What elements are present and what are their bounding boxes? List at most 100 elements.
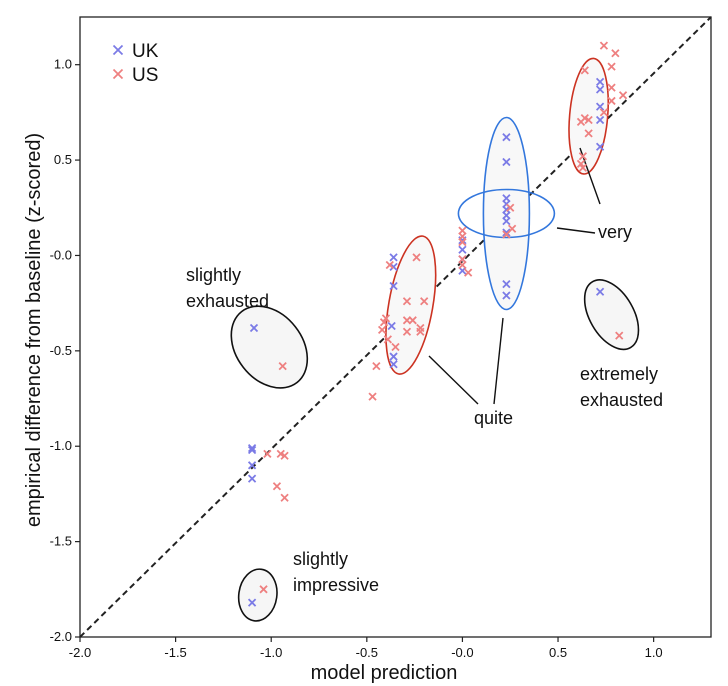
ellipse-slightly-exhausted [230,305,309,389]
data-point-uk [595,287,605,296]
data-point-us [259,585,268,594]
data-point-us [584,115,593,125]
ellipse-slightly-impressive [237,568,278,622]
data-points-group [247,41,628,607]
data-point-us [578,163,588,172]
data-point-uk [595,115,605,125]
x-tick-label: -2.0 [69,645,91,660]
data-point-uk [502,228,511,237]
data-point-us [618,91,628,100]
legend-marker-us [112,68,124,80]
annotation-label: very [598,222,632,242]
data-point-us [615,331,624,340]
annotation-label: quite [474,408,513,428]
data-point-us [458,260,467,270]
annotation-leader-line [493,317,504,405]
data-point-us [402,297,412,306]
data-point-uk [389,360,398,369]
annotation-label: slightly impressive [293,549,379,595]
data-point-uk [502,216,511,226]
legend: UK US [112,41,159,86]
data-point-uk [389,352,398,361]
data-point-us [377,325,387,334]
ellipse-very [457,188,556,239]
y-tick-label: 1.0 [54,57,72,72]
data-point-us [408,316,417,325]
data-point-uk [389,281,398,291]
legend-label-us: US [132,65,158,86]
legend-marker-uk [112,44,124,56]
annotation-label: slightly exhausted [186,265,269,311]
ellipse-extremely-exhausted [583,279,640,351]
data-point-us [416,323,425,333]
data-point-us [578,152,588,161]
data-point-uk [387,321,396,331]
annotation-group: slightly exhausted quite very extremely exhau… [186,222,663,595]
annotation-leader-line [428,355,479,405]
data-point-uk [458,245,467,254]
data-point-us [412,253,421,262]
data-point-uk [502,157,511,167]
data-point-uk [502,279,511,289]
ellipse-group [230,57,640,622]
data-point-us [368,392,377,401]
legend-label-uk: UK [132,41,159,62]
x-tick-label: -1.5 [164,645,186,660]
data-point-us [381,314,391,323]
data-point-uk [249,323,259,333]
data-point-uk [247,461,257,470]
data-point-uk [502,291,511,300]
data-point-us [607,96,616,106]
y-tick-label: -0.0 [50,247,72,262]
data-point-us [420,297,429,306]
ellipse-very-us [568,57,610,175]
data-point-uk [595,77,605,86]
plot-frame [79,16,712,638]
data-point-us [611,49,620,58]
y-axis-title: empirical difference from baseline (z-sc… [23,133,45,527]
data-point-us [584,129,593,138]
data-point-us [599,108,609,117]
data-point-uk [247,444,257,453]
ellipse-quite-uk [482,116,531,311]
y-tick-label: -2.0 [50,629,72,644]
y-tick-label: -1.5 [50,534,72,549]
data-point-us [607,62,616,71]
data-point-uk [595,142,605,151]
data-point-us [391,342,400,352]
x-axis-title: model prediction [311,662,458,684]
data-point-us [372,361,381,371]
data-point-uk [247,598,257,607]
data-point-us [458,237,467,247]
annotation-leader-line [556,227,596,234]
x-tick-label: 0.5 [549,645,567,660]
y-tick-label: -0.5 [50,343,72,358]
x-tick-label: -1.0 [260,645,282,660]
data-point-us [263,449,272,458]
data-point-us [280,451,289,460]
data-point-us [272,482,282,491]
data-point-uk [247,474,257,483]
data-point-us [280,493,289,502]
x-tick-label: -0.0 [451,645,473,660]
data-point-us [464,268,473,277]
data-point-us [278,361,287,371]
data-point-us [508,224,517,233]
y-axis-ticks: -2.0 -1.5 -1.0 -0.5 -0.0 0.5 1.0 [50,57,80,644]
data-point-us [599,41,609,50]
data-point-us [580,66,589,75]
x-axis-ticks: -2.0 -1.5 -1.0 -0.5 -0.0 0.5 1.0 [69,637,663,660]
data-point-uk [247,445,257,455]
data-point-us [607,83,616,92]
data-point-us [383,335,392,344]
y-tick-label: -1.0 [50,438,72,453]
x-tick-label: -0.5 [356,645,378,660]
data-point-us [506,203,515,212]
data-point-us [402,327,412,336]
data-point-uk [502,133,511,142]
data-point-uk [595,102,605,111]
data-point-uk [595,85,605,94]
data-point-uk [389,253,398,262]
y-tick-label: 0.5 [54,152,72,167]
